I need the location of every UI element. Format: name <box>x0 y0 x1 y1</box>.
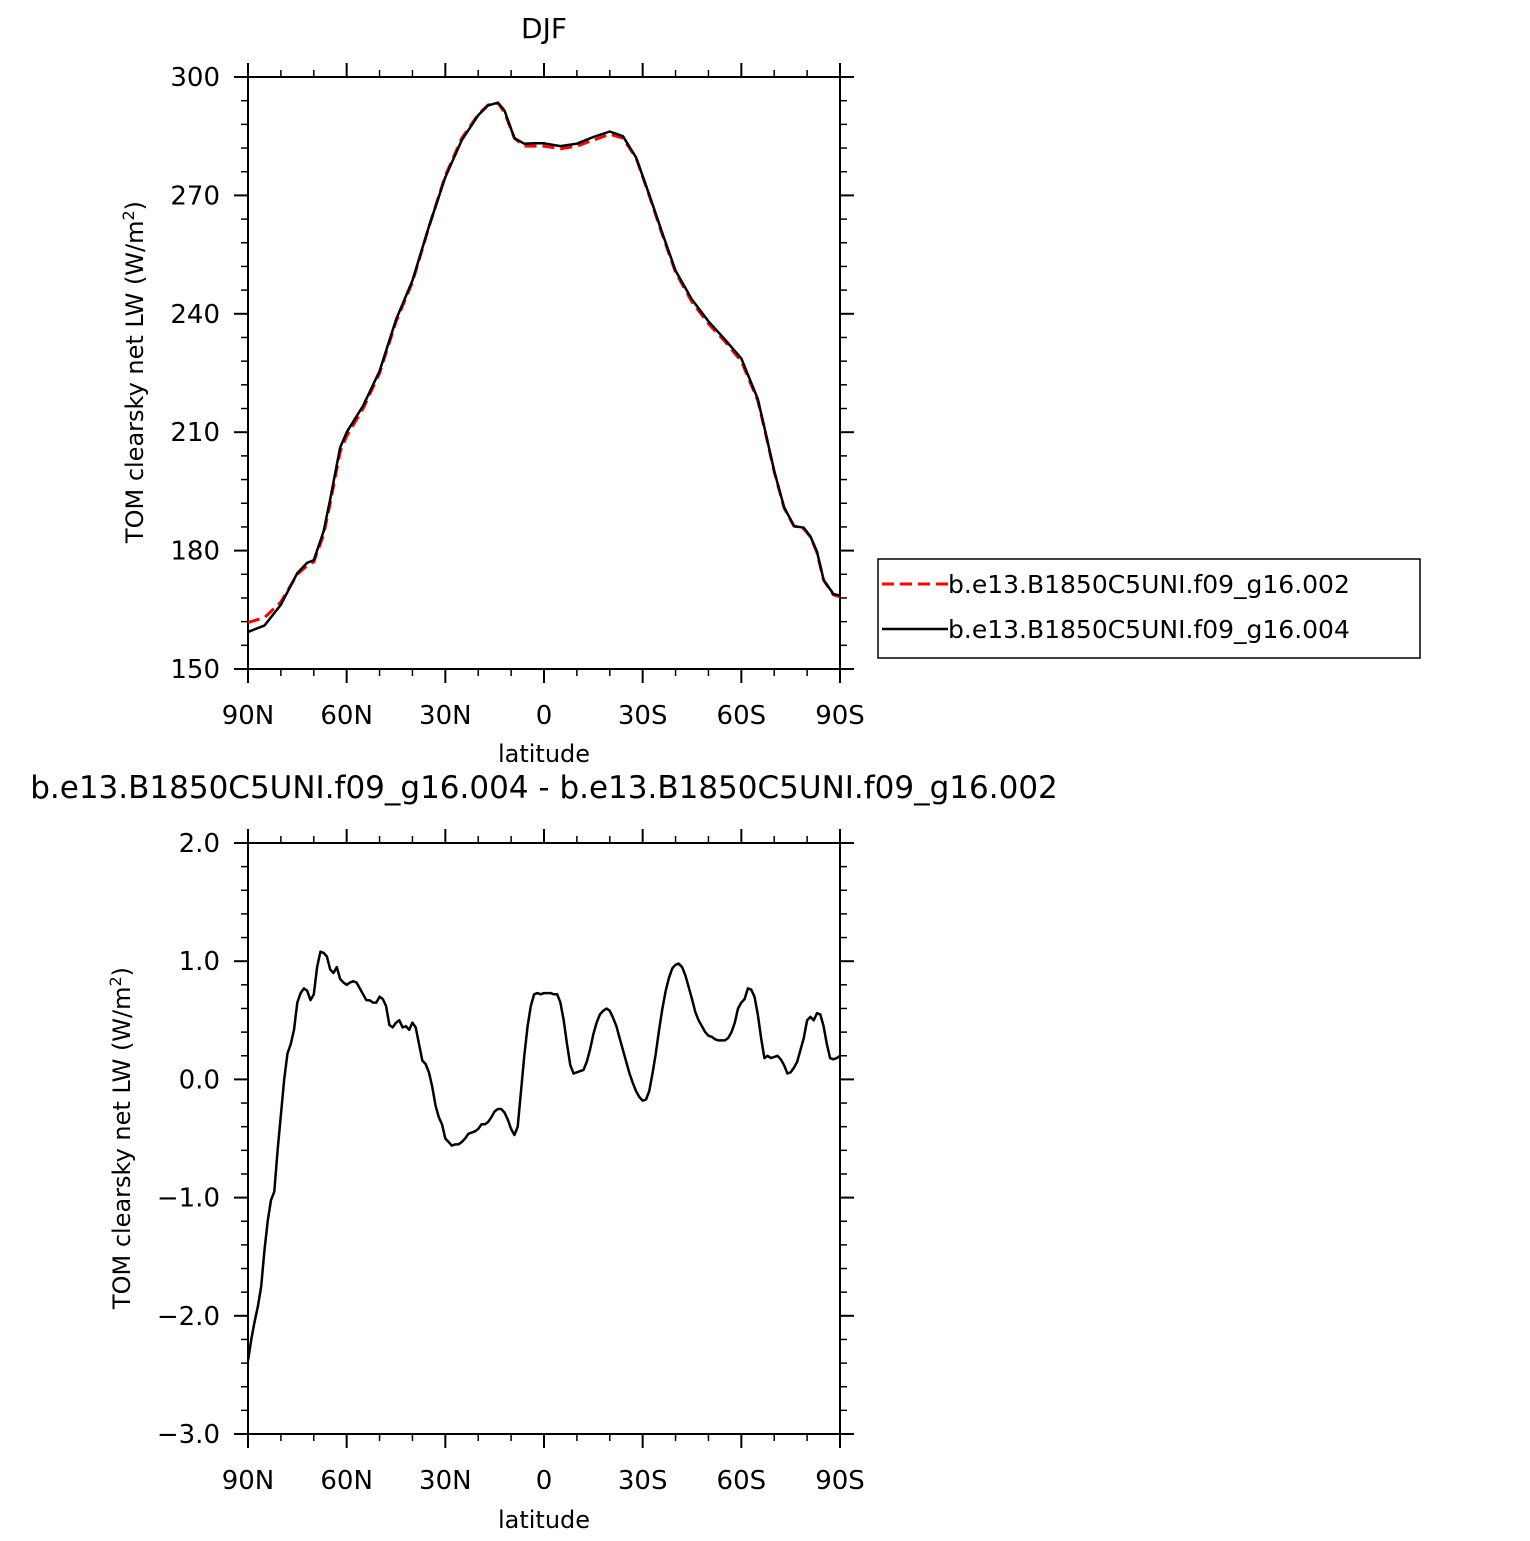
y-tick-label: 300 <box>170 63 220 93</box>
bottom-plot-title: b.e13.B1850C5UNI.f09_g16.004 - b.e13.B18… <box>30 770 1058 806</box>
top-plot-y-axis-label: TOM clearsky net LW (W/m2) <box>119 201 150 544</box>
top-plot-axes: 150 180 210 240 270 300 90N 60N 30N 0 30S 60S 90S <box>170 63 865 731</box>
y-tick-label: −2.0 <box>157 1302 220 1332</box>
top-plot: DJF 150 180 210 240 270 300 90N 60N 30N 0 30S 60S 90… <box>119 12 1421 768</box>
x-tick-label: 30N <box>419 701 472 731</box>
y-tick-label: 240 <box>170 300 220 330</box>
y-tick-label: 0.0 <box>179 1065 220 1095</box>
y-tick-label: 1.0 <box>179 947 220 977</box>
bottom-plot-axes: −3.0 −2.0 −1.0 0.0 1.0 2.0 90N 60N 30N 0 30S 60S 90S <box>157 829 865 1496</box>
plot-frame <box>247 76 841 670</box>
x-tick-label: 0 <box>536 701 553 731</box>
bottom-plot-x-axis-label: latitude <box>498 1506 590 1534</box>
legend-label-series-1: b.e13.B1850C5UNI.f09_g16.002 <box>948 570 1350 599</box>
y-tick-label: −3.0 <box>157 1420 220 1450</box>
x-tick-label: 90S <box>815 701 865 731</box>
plot-frame <box>247 842 841 1435</box>
y-tick-label: 210 <box>170 418 220 448</box>
top-plot-title: DJF <box>521 12 567 45</box>
x-tick-label: 60S <box>717 1466 767 1496</box>
legend-box <box>877 558 1421 659</box>
bottom-plot: b.e13.B1850C5UNI.f09_g16.004 - b.e13.B18… <box>30 770 1058 1534</box>
x-tick-label: 30N <box>419 1466 472 1496</box>
top-plot-series <box>247 101 841 634</box>
y-tick-label: 2.0 <box>179 829 220 859</box>
bottom-plot-series <box>246 950 841 1361</box>
y-tick-label: 270 <box>170 181 220 211</box>
x-tick-label: 90N <box>222 701 275 731</box>
series-line-1 <box>247 101 841 624</box>
x-tick-label: 30S <box>618 701 668 731</box>
x-tick-label: 90N <box>222 1466 275 1496</box>
x-tick-label: 30S <box>618 1466 668 1496</box>
x-tick-label: 60S <box>717 701 767 731</box>
x-tick-label: 60N <box>320 1466 373 1496</box>
legend: b.e13.B1850C5UNI.f09_g16.002 b.e13.B1850… <box>877 558 1421 659</box>
x-tick-label: 60N <box>320 701 373 731</box>
y-tick-label: 180 <box>170 537 220 567</box>
series-line-1 <box>246 950 841 1361</box>
x-tick-label: 90S <box>815 1466 865 1496</box>
series-line-2 <box>247 101 841 634</box>
y-tick-label: −1.0 <box>157 1184 220 1214</box>
legend-label-series-2: b.e13.B1850C5UNI.f09_g16.004 <box>948 615 1350 644</box>
x-tick-label: 0 <box>536 1466 553 1496</box>
top-plot-x-axis-label: latitude <box>498 740 590 768</box>
y-tick-label: 150 <box>170 655 220 685</box>
bottom-plot-y-axis-label: TOM clearsky net LW (W/m2) <box>106 967 137 1310</box>
